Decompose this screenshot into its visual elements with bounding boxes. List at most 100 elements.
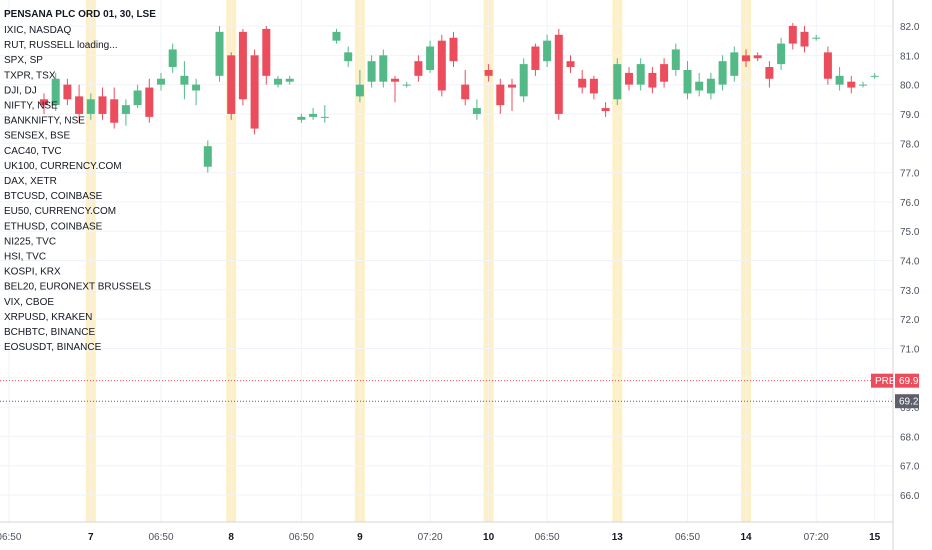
candle: [344, 46, 353, 68]
candle-body: [531, 46, 540, 70]
candle: [660, 58, 669, 88]
symbol-legend-item[interactable]: TXPR, TSX: [4, 70, 56, 81]
candle: [496, 78, 505, 114]
candle: [262, 26, 271, 85]
time-tick-label: 13: [612, 532, 624, 543]
candle: [40, 93, 48, 114]
candle-body: [320, 116, 329, 118]
candle-body: [449, 37, 458, 62]
candle-body: [695, 81, 704, 91]
candle: [402, 81, 411, 88]
candle-body: [800, 31, 809, 47]
symbol-legend-item[interactable]: XRPUSD, KRAKEN: [4, 312, 92, 323]
candle-body: [262, 28, 271, 76]
time-tick-label: 8: [228, 532, 234, 543]
price-tick-label: 74.0: [900, 257, 920, 268]
candle: [437, 34, 446, 97]
symbol-legend-item[interactable]: CAC40, TVC: [4, 146, 62, 157]
candle-body: [192, 84, 201, 91]
candle-body: [344, 52, 353, 62]
symbol-legend-item[interactable]: DAX, XETR: [4, 176, 57, 187]
symbol-legend-item[interactable]: SENSEX, BSE: [4, 131, 70, 142]
candle-body: [777, 43, 786, 65]
candle: [543, 34, 552, 68]
candle: [355, 69, 364, 103]
symbol-legend-item[interactable]: NIFTY, NSE: [4, 101, 58, 112]
candle: [379, 49, 388, 88]
candle: [297, 113, 306, 123]
symbol-legend-item[interactable]: ETHUSD, COINBASE: [4, 221, 103, 232]
symbol-legend-item[interactable]: BCHBTC, BINANCE: [4, 327, 95, 338]
candle-body: [332, 31, 341, 41]
symbol-legend-item[interactable]: EOSUSDT, BINANCE: [4, 342, 102, 353]
candle-body: [414, 61, 423, 76]
candle: [718, 55, 727, 91]
candle: [800, 26, 809, 53]
time-axis[interactable]: 06:50 7 06:50 8 06:50 9 07:20 10 06:50 13 06:50 14 0…: [0, 532, 881, 543]
pre-market-price: 69.9: [899, 376, 919, 387]
symbol-legend-item[interactable]: HSI, TVC: [4, 252, 46, 263]
candle: [601, 102, 610, 117]
candle-body: [157, 78, 165, 85]
symbol-legend-item[interactable]: SPX, SP: [4, 55, 43, 66]
symbol-legend-item[interactable]: RUT, RUSSELL loading...: [4, 40, 118, 51]
candle: [250, 49, 259, 135]
candle-body: [121, 105, 130, 114]
candle: [367, 55, 376, 88]
symbol-legend-item[interactable]: VIX, CBOE: [4, 297, 54, 308]
candle-body: [519, 64, 528, 97]
candle-body: [788, 26, 797, 44]
price-tick-label: 68.0: [900, 432, 920, 443]
symbol-legend-item[interactable]: KOSPI, KRX: [4, 267, 61, 278]
candle: [589, 75, 598, 100]
candle-body: [683, 69, 692, 94]
symbol-legend-item[interactable]: BANKNIFTY, NSE: [4, 116, 85, 127]
candle-body: [718, 61, 727, 85]
time-tick-label: 7: [88, 532, 94, 543]
symbol-legend-item[interactable]: BTCUSD, COINBASE: [4, 191, 103, 202]
candle-body: [823, 52, 832, 79]
candle-body: [367, 61, 376, 82]
candle: [730, 46, 739, 82]
candle: [636, 58, 645, 91]
candle: [274, 75, 282, 88]
candle-body: [554, 34, 563, 114]
chart-title[interactable]: PENSANA PLC ORD 01, 30, LSE: [4, 9, 156, 20]
candle: [554, 28, 563, 120]
symbol-legend-item[interactable]: BEL20, EURONEXT BRUSSELS: [4, 282, 151, 293]
candle: [309, 108, 318, 120]
price-tick-label: 80.0: [900, 81, 920, 92]
candle: [203, 140, 212, 173]
candle: [168, 43, 177, 73]
price-lines: [0, 380, 893, 402]
candle-body: [285, 78, 294, 82]
candle-body: [601, 108, 610, 112]
candle: [227, 52, 236, 120]
candle: [180, 61, 189, 100]
candle-body: [379, 55, 388, 82]
time-tick-label: 06:50: [535, 532, 560, 543]
candle: [613, 58, 622, 106]
candle: [753, 52, 762, 62]
time-tick-label: 15: [869, 532, 881, 543]
symbol-legend-item[interactable]: EU50, CURRENCY.COM: [4, 206, 116, 217]
candle-body: [51, 78, 60, 106]
candle-body: [847, 81, 856, 88]
symbol-legend-item[interactable]: IXIC, NASDAQ: [4, 25, 71, 36]
candle-body: [133, 90, 142, 106]
symbol-legend-item[interactable]: DJI, DJ: [4, 85, 37, 96]
price-tick-label: 77.0: [900, 169, 920, 180]
price-tick-label: 71.0: [900, 344, 920, 355]
symbol-legend-item[interactable]: UK100, CURRENCY.COM: [4, 161, 122, 172]
candle-body: [812, 37, 821, 39]
candle-body: [765, 67, 774, 79]
price-tick-label: 69.0: [900, 403, 920, 414]
candle: [320, 105, 329, 123]
symbol-legend-item[interactable]: NI225, TVC: [4, 236, 56, 247]
price-tick-label: 73.0: [900, 286, 920, 297]
candle: [519, 58, 528, 103]
candle-body: [402, 84, 411, 86]
candle-body: [250, 55, 259, 129]
